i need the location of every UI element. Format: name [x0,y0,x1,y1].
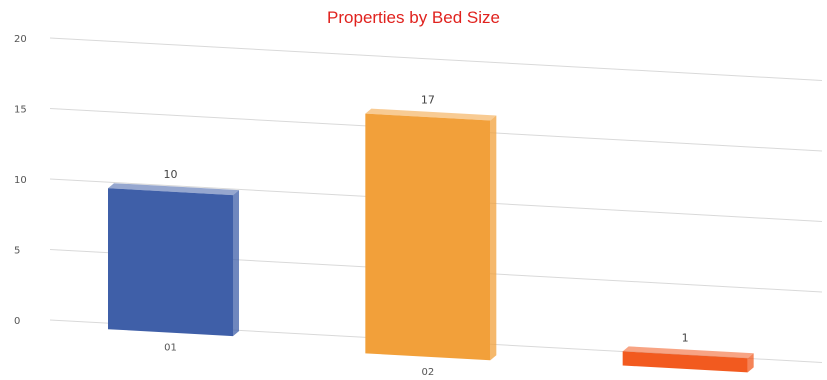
x-tick-label: 01 [164,343,177,354]
y-tick-label: 20 [14,34,27,45]
y-tick-label: 10 [14,175,27,186]
bar-side [233,190,239,337]
y-tick-label: 0 [14,316,20,327]
x-tick-label: 02 [421,367,434,378]
bar-top [108,183,239,196]
y-tick-label: 5 [14,246,20,257]
data-label: 1 [682,331,689,344]
data-label: 17 [421,94,435,107]
bar-side [747,353,754,373]
bar [622,351,748,373]
bar-side [490,115,497,361]
chart-title: Properties by Bed Size [327,8,500,27]
bar [365,113,491,361]
data-label: 10 [164,168,178,181]
y-tick-label: 15 [14,105,27,116]
x-tick-label: 03 [679,379,692,380]
gridline-y [49,37,823,81]
bar-top [622,346,754,359]
bar-top [365,108,497,121]
bar [108,188,233,337]
